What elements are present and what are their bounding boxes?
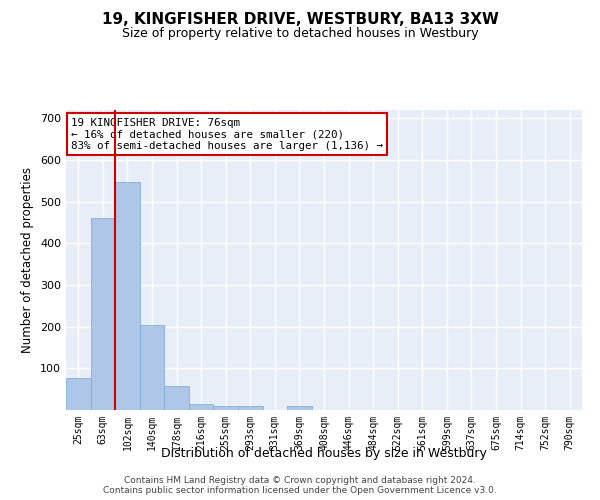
Bar	[115, 182, 140, 410]
Text: 19 KINGFISHER DRIVE: 76sqm
← 16% of detached houses are smaller (220)
83% of sem: 19 KINGFISHER DRIVE: 76sqm ← 16% of deta…	[71, 118, 383, 150]
Bar	[91, 218, 115, 410]
Text: Size of property relative to detached houses in Westbury: Size of property relative to detached ho…	[122, 28, 478, 40]
Text: 19, KINGFISHER DRIVE, WESTBURY, BA13 3XW: 19, KINGFISHER DRIVE, WESTBURY, BA13 3XW	[101, 12, 499, 28]
Bar	[287, 406, 312, 410]
Text: Distribution of detached houses by size in Westbury: Distribution of detached houses by size …	[161, 448, 487, 460]
Bar	[164, 386, 189, 410]
Bar	[66, 378, 91, 410]
Y-axis label: Number of detached properties: Number of detached properties	[22, 167, 34, 353]
Bar	[140, 325, 164, 410]
Text: Contains HM Land Registry data © Crown copyright and database right 2024.
Contai: Contains HM Land Registry data © Crown c…	[103, 476, 497, 495]
Bar	[189, 404, 214, 410]
Bar	[238, 406, 263, 410]
Bar	[214, 406, 238, 410]
